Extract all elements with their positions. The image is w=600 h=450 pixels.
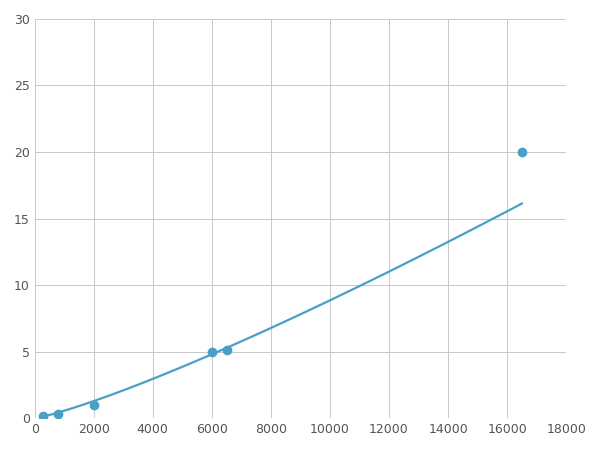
- Point: [207, 348, 217, 356]
- Point: [53, 411, 63, 418]
- Point: [89, 401, 98, 409]
- Point: [517, 148, 527, 156]
- Point: [222, 347, 232, 354]
- Point: [38, 412, 48, 419]
